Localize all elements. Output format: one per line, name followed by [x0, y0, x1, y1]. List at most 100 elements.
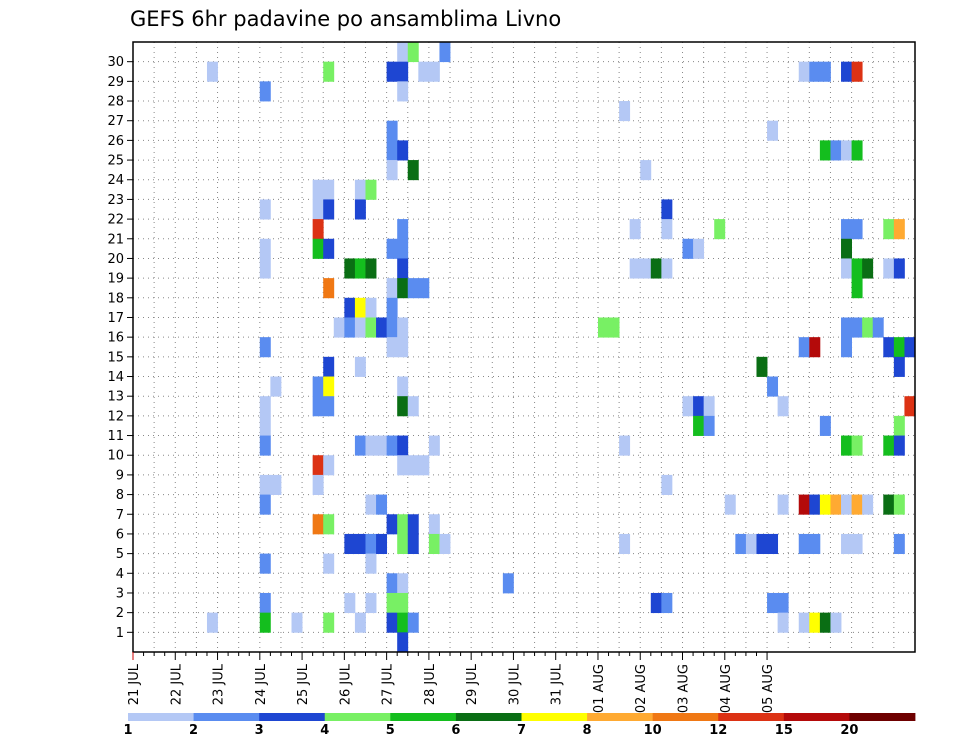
data-cell [693, 415, 705, 436]
data-cell [354, 612, 366, 633]
data-cell [354, 317, 366, 338]
data-cell [397, 592, 409, 614]
colorbar: 1 2 3 4 5 6 7 8 10 12 15 20 [123, 713, 916, 738]
colorbar-swatch [718, 713, 785, 721]
data-cell [756, 533, 768, 555]
data-cell [365, 317, 377, 338]
data-cell [397, 435, 409, 456]
colorbar-label: 2 [189, 723, 198, 738]
data-cell [365, 179, 377, 200]
data-cell [312, 199, 324, 220]
data-cell [386, 573, 398, 594]
data-cell [354, 199, 366, 220]
data-cell [259, 396, 271, 417]
colorbar-label: 6 [451, 723, 460, 738]
colorbar-swatch [783, 713, 850, 721]
x-tick-label: 01 AUG [592, 664, 607, 713]
x-tick-label: 29 JUL [465, 663, 480, 705]
data-cell [397, 632, 409, 653]
data-cell [312, 455, 324, 476]
data-cell [354, 179, 366, 200]
data-cell [851, 278, 863, 299]
y-tick-label: 29 [107, 75, 124, 90]
data-cell [386, 337, 398, 358]
data-cell [376, 533, 388, 555]
data-cell [259, 553, 271, 574]
data-cell [418, 455, 430, 476]
data-cell [619, 533, 631, 555]
data-cell [809, 494, 821, 515]
data-cell [428, 61, 440, 82]
y-tick-label: 11 [107, 429, 124, 444]
data-cell [259, 474, 271, 495]
data-cell [386, 297, 398, 318]
data-cell [386, 160, 398, 181]
x-tick-label: 27 JUL [381, 663, 396, 705]
y-tick-label: 17 [107, 311, 124, 326]
data-cell [841, 61, 852, 82]
data-cell [354, 258, 366, 279]
data-cell [312, 219, 324, 240]
data-cell [397, 455, 409, 476]
data-cell [344, 297, 356, 318]
data-cell [312, 396, 324, 417]
data-cell [407, 396, 419, 417]
data-cell [893, 415, 905, 436]
data-cell [693, 238, 705, 259]
data-cell [323, 179, 335, 200]
data-cell [830, 140, 842, 161]
data-cell [682, 396, 694, 417]
colorbar-label: 10 [644, 723, 662, 738]
data-cell [724, 494, 736, 515]
colorbar-swatch [390, 713, 457, 721]
data-cell [344, 592, 356, 614]
data-cell [851, 533, 863, 555]
colorbar-swatch [193, 713, 260, 721]
data-cell [397, 258, 409, 279]
data-cell [397, 81, 409, 102]
data-cell [259, 612, 271, 633]
colorbar-swatch [324, 713, 391, 721]
data-cell [756, 356, 768, 377]
y-tick-label: 16 [107, 331, 124, 346]
x-tick-label: 22 JUL [169, 663, 184, 705]
data-cell [798, 612, 810, 633]
colorbar-label: 7 [517, 723, 526, 738]
data-cell [798, 61, 810, 82]
data-cell [354, 356, 366, 377]
data-cell [397, 514, 409, 535]
x-tick-label: 23 JUL [212, 663, 227, 705]
data-cell [841, 238, 852, 259]
data-cell [323, 455, 335, 476]
data-cell [841, 533, 852, 555]
data-cell [386, 120, 398, 141]
data-cell [323, 553, 335, 574]
data-cell [323, 199, 335, 220]
data-cell [893, 219, 905, 240]
x-tick-label: 28 JUL [423, 663, 438, 705]
colorbar-label: 1 [123, 723, 132, 738]
data-cell [312, 376, 324, 397]
data-cell [365, 258, 377, 279]
data-cell [354, 435, 366, 456]
data-cell [883, 219, 895, 240]
data-cell [365, 297, 377, 318]
data-cell [841, 317, 852, 338]
data-cell [418, 61, 430, 82]
data-cell [323, 238, 335, 259]
data-cell [714, 219, 726, 240]
data-cell [809, 61, 821, 82]
data-cell [640, 258, 652, 279]
grid [133, 42, 915, 652]
data-cell [851, 219, 863, 240]
data-cell [661, 474, 673, 495]
data-cell [259, 435, 271, 456]
y-tick-label: 18 [107, 291, 124, 306]
data-cell [841, 435, 852, 456]
y-tick-label: 10 [107, 449, 124, 464]
data-cell [841, 140, 852, 161]
data-cell [407, 455, 419, 476]
data-cell [344, 258, 356, 279]
data-cell [661, 199, 673, 220]
data-cell [819, 415, 831, 436]
